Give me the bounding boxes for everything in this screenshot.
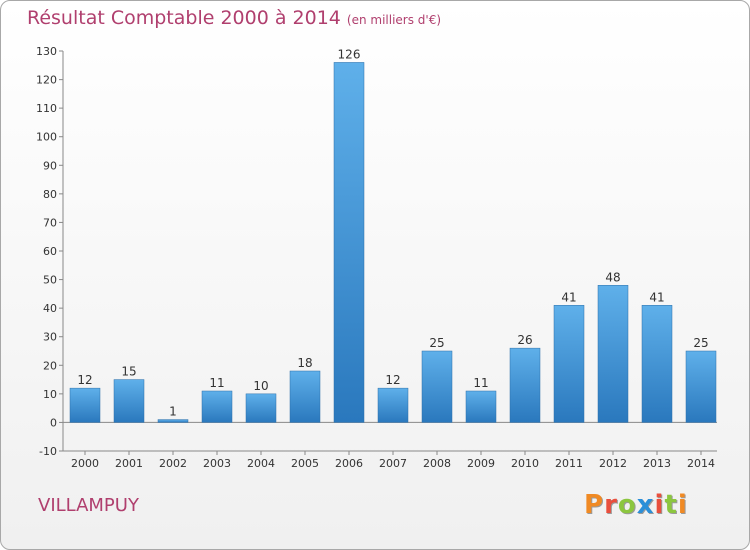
y-tick-label: 50 [43,274,57,287]
value-label: 15 [121,365,136,379]
logo-letter: x [636,490,655,520]
x-tick-label: 2008 [423,457,451,470]
x-tick-label: 2007 [379,457,407,470]
y-tick-label: 0 [50,416,57,429]
bar-2010 [509,347,541,423]
bar-2007 [377,387,409,423]
x-tick-label: 2000 [71,457,99,470]
logo-letter: o [617,490,637,520]
x-tick-label: 2011 [555,457,583,470]
x-tick-label: 2002 [159,457,187,470]
x-tick-label: 2009 [467,457,495,470]
value-label: 26 [517,333,532,347]
x-tick-label: 2013 [643,457,671,470]
bar-2003 [201,390,233,423]
y-tick-label: 110 [36,102,57,115]
chart-title-text: Résultat Comptable 2000 à 2014 [27,7,341,29]
value-label: 41 [649,290,664,304]
value-label: 48 [605,270,620,284]
bar-2014 [685,350,717,423]
bar-2006 [333,62,365,423]
y-tick-label: 120 [36,74,57,87]
bar-2001 [113,379,145,423]
logo-letter: P [584,490,605,520]
y-tick-label: 60 [43,245,57,258]
value-label: 1 [169,405,177,419]
bar-2002 [157,419,189,423]
bar-2012 [597,285,629,423]
value-label: 11 [209,376,224,390]
value-label: 25 [429,336,444,350]
bar-2005 [289,370,321,423]
value-label: 126 [338,47,361,61]
bar-2000 [69,387,101,423]
x-tick-label: 2004 [247,457,275,470]
y-tick-label: 90 [43,159,57,172]
logo-letter: i [654,490,665,520]
x-tick-label: 2005 [291,457,319,470]
chart-subtitle: (en milliers d'€) [346,13,442,27]
x-tick-label: 2006 [335,457,363,470]
commune-name: VILLAMPUY [38,495,139,516]
proxiti-logo: Proxiti [584,490,688,520]
y-tick-label: 40 [43,302,57,315]
bar-2009 [465,390,497,423]
value-label: 12 [385,373,400,387]
value-label: 11 [473,376,488,390]
bar-2011 [553,305,585,423]
x-tick-label: 2010 [511,457,539,470]
x-tick-label: 2012 [599,457,627,470]
bar-2013 [641,305,673,423]
y-tick-label: 80 [43,188,57,201]
y-tick-label: 130 [36,45,57,58]
x-tick-label: 2014 [687,457,715,470]
x-tick-label: 2003 [203,457,231,470]
value-label: 10 [253,379,268,393]
logo-letter: t [664,490,678,520]
x-tick-label: 2001 [115,457,143,470]
y-tick-label: -10 [39,445,57,458]
logo-letter: i [677,490,688,520]
y-tick-label: 10 [43,388,57,401]
value-label: 18 [297,356,312,370]
value-label: 25 [693,336,708,350]
bar-2004 [245,393,277,423]
chart-title: Résultat Comptable 2000 à 2014 (en millie… [27,7,441,29]
y-tick-label: 30 [43,331,57,344]
value-label: 12 [77,373,92,387]
y-tick-label: 20 [43,359,57,372]
bar-2008 [421,350,453,423]
value-label: 41 [561,290,576,304]
y-tick-label: 100 [36,131,57,144]
logo-letter: r [604,490,618,520]
y-tick-label: 70 [43,216,57,229]
